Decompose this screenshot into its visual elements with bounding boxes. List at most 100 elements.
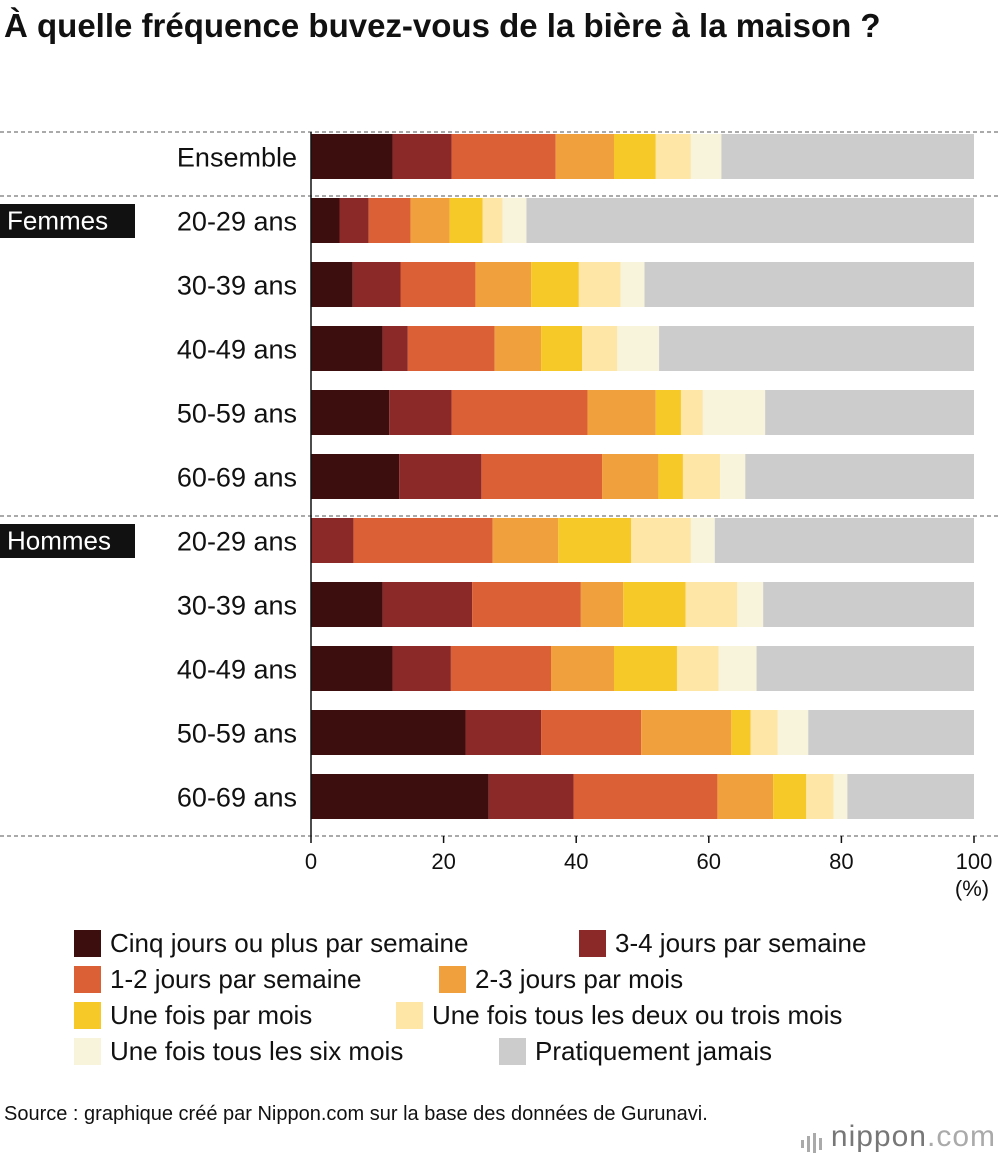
bar-segment xyxy=(352,262,401,307)
legend-label: Une fois tous les six mois xyxy=(110,1035,404,1066)
legend-label: 3-4 jours par semaine xyxy=(615,927,867,958)
bar-segment xyxy=(808,710,974,755)
legend-swatch xyxy=(74,1037,101,1065)
group-tag-bg xyxy=(0,204,135,238)
bar-segment xyxy=(311,134,393,179)
legend-item-2-3-jours-mois: 2-3 jours par mois xyxy=(439,961,683,997)
bar-segment xyxy=(806,774,834,819)
group-tag-label: Femmes xyxy=(7,206,108,236)
row-label: 30-39 ans xyxy=(177,591,297,621)
bar-segment xyxy=(502,198,527,243)
bar-segment xyxy=(382,326,408,371)
bar-segment xyxy=(613,646,677,691)
legend-item-pratiquement-jamais: Pratiquement jamais xyxy=(499,1033,772,1069)
legend-item-3-4-jours: 3-4 jours par semaine xyxy=(579,925,866,961)
bar-segment xyxy=(613,134,656,179)
legend-item-six-mois: Une fois tous les six mois xyxy=(74,1033,403,1069)
stacked-bar-chart: Ensemble 20-29 ans 30-39 ans 40-49 ans 50-59… xyxy=(0,131,1000,901)
bar-segment xyxy=(777,710,809,755)
bar-segment xyxy=(392,134,452,179)
bar-segment xyxy=(407,326,495,371)
bar-segment xyxy=(731,710,751,755)
logo-bars-icon xyxy=(800,1133,822,1153)
bar-segment xyxy=(526,198,974,243)
group-tag: Femmes xyxy=(0,204,135,238)
bar-segment xyxy=(531,262,579,307)
bar-segment xyxy=(602,454,659,499)
bar-segment xyxy=(311,390,390,435)
nippon-logo: nippon.com xyxy=(800,1120,996,1154)
bar-segment xyxy=(756,646,974,691)
legend-label: Cinq jours ou plus par semaine xyxy=(110,927,469,958)
row-label: 60-69 ans xyxy=(177,463,297,493)
bar-segment xyxy=(389,390,452,435)
bar-segment xyxy=(718,646,757,691)
bar-segment xyxy=(658,454,683,499)
chart-legend: Cinq jours ou plus par semaine 3-4 jours… xyxy=(74,925,974,1069)
bar-segment xyxy=(382,582,473,627)
bar-segment xyxy=(311,326,383,371)
legend-label: 1-2 jours par semaine xyxy=(110,963,362,994)
bar-segment xyxy=(623,582,686,627)
legend-swatch xyxy=(74,929,101,957)
bar-segment xyxy=(702,390,766,435)
x-tick-label: 60 xyxy=(697,849,721,874)
row-label: 40-49 ans xyxy=(177,655,297,685)
bar-segment xyxy=(578,262,621,307)
legend-label: 2-3 jours par mois xyxy=(475,963,684,994)
bar-segment xyxy=(765,390,974,435)
x-tick-label: 20 xyxy=(431,849,455,874)
bar-segment xyxy=(676,646,719,691)
bar-segment xyxy=(773,774,807,819)
bar-segment xyxy=(573,774,718,819)
bar-segment xyxy=(451,390,588,435)
legend-swatch xyxy=(396,1001,423,1029)
legend-label: Une fois par mois xyxy=(110,999,313,1030)
bar-segment xyxy=(685,582,738,627)
legend-item-deux-trois-mois: Une fois tous les deux ou trois mois xyxy=(396,997,842,1033)
bar-segment xyxy=(680,390,703,435)
bar-segment xyxy=(392,646,451,691)
legend-item-cinq-jours: Cinq jours ou plus par semaine xyxy=(74,925,468,961)
bar-segment xyxy=(410,198,450,243)
bar-segment xyxy=(551,646,614,691)
bar-segment xyxy=(580,582,624,627)
row-label: 50-59 ans xyxy=(177,719,297,749)
bar-segment xyxy=(682,454,721,499)
bar-segment xyxy=(488,774,574,819)
bar-segment xyxy=(311,454,400,499)
bar-segment xyxy=(558,518,632,563)
bar-segment xyxy=(555,134,614,179)
logo-name: nippon xyxy=(830,1120,927,1153)
legend-label: Une fois tous les deux ou trois mois xyxy=(432,999,843,1030)
bar-segment xyxy=(737,582,764,627)
row-label: 20-29 ans xyxy=(177,527,297,557)
bar-segment xyxy=(620,262,645,307)
bar-segment xyxy=(311,518,354,563)
group-tag-bg xyxy=(0,524,135,558)
source-note: Source : graphique créé par Nippon.com s… xyxy=(4,1103,708,1125)
bar-segment xyxy=(641,710,732,755)
bar-segment xyxy=(482,198,503,243)
bar-segment xyxy=(541,326,583,371)
legend-swatch xyxy=(74,1001,101,1029)
bar-segment xyxy=(311,262,353,307)
bar-segment xyxy=(631,518,691,563)
bar-segment xyxy=(541,710,642,755)
bar-segment xyxy=(368,198,411,243)
bar-segment xyxy=(644,262,974,307)
legend-swatch xyxy=(579,929,606,957)
bar-segment xyxy=(465,710,542,755)
x-tick-label: 80 xyxy=(829,849,853,874)
legend-row: Une fois tous les six mois Pratiquement … xyxy=(74,1033,974,1069)
bar-segment xyxy=(400,262,476,307)
bar-segment xyxy=(617,326,660,371)
bar-segment xyxy=(750,710,778,755)
x-tick-label: 0 xyxy=(305,849,317,874)
bar-segment xyxy=(745,454,974,499)
x-axis-unit: (%) xyxy=(955,876,989,901)
bar-segment xyxy=(690,134,722,179)
bar-segment xyxy=(494,326,542,371)
legend-row: Cinq jours ou plus par semaine 3-4 jours… xyxy=(74,925,974,961)
bar-segment xyxy=(690,518,715,563)
